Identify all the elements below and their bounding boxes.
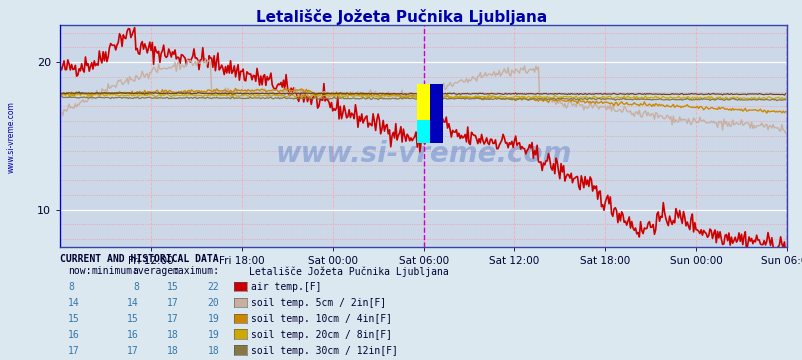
Text: 17: 17 (167, 298, 179, 308)
Text: 18: 18 (207, 346, 219, 356)
Text: www.si-vreme.com: www.si-vreme.com (275, 140, 571, 168)
Text: 15: 15 (167, 282, 179, 292)
Text: now:: now: (68, 266, 91, 276)
Bar (429, 84, 442, 143)
Text: air temp.[F]: air temp.[F] (250, 282, 321, 292)
Text: 17: 17 (127, 346, 139, 356)
Bar (417, 84, 429, 120)
Text: soil temp. 20cm / 8in[F]: soil temp. 20cm / 8in[F] (250, 330, 391, 340)
Text: soil temp. 10cm / 4in[F]: soil temp. 10cm / 4in[F] (250, 314, 391, 324)
Text: 17: 17 (167, 314, 179, 324)
Text: 14: 14 (127, 298, 139, 308)
Text: 8: 8 (68, 282, 74, 292)
Text: 19: 19 (207, 330, 219, 340)
Text: 8: 8 (133, 282, 139, 292)
Text: 17: 17 (68, 346, 80, 356)
Text: Letališče Jožeta Pučnika Ljubljana: Letališče Jožeta Pučnika Ljubljana (256, 9, 546, 25)
Text: Letališče Jožeta Pučnika Ljubljana: Letališče Jožeta Pučnika Ljubljana (249, 266, 448, 277)
Text: 18: 18 (167, 346, 179, 356)
Text: soil temp. 5cm / 2in[F]: soil temp. 5cm / 2in[F] (250, 298, 385, 308)
Bar (417, 120, 429, 143)
Text: 15: 15 (68, 314, 80, 324)
Text: 16: 16 (68, 330, 80, 340)
Text: 19: 19 (207, 314, 219, 324)
Text: 14: 14 (68, 298, 80, 308)
Text: 15: 15 (127, 314, 139, 324)
Text: CURRENT AND HISTORICAL DATA: CURRENT AND HISTORICAL DATA (60, 254, 219, 264)
Text: minimum:: minimum: (91, 266, 139, 276)
Text: 22: 22 (207, 282, 219, 292)
Text: 18: 18 (167, 330, 179, 340)
Text: soil temp. 30cm / 12in[F]: soil temp. 30cm / 12in[F] (250, 346, 397, 356)
Text: maximum:: maximum: (172, 266, 219, 276)
Text: 20: 20 (207, 298, 219, 308)
Text: 16: 16 (127, 330, 139, 340)
Text: www.si-vreme.com: www.si-vreme.com (6, 101, 15, 173)
Text: average:: average: (132, 266, 179, 276)
